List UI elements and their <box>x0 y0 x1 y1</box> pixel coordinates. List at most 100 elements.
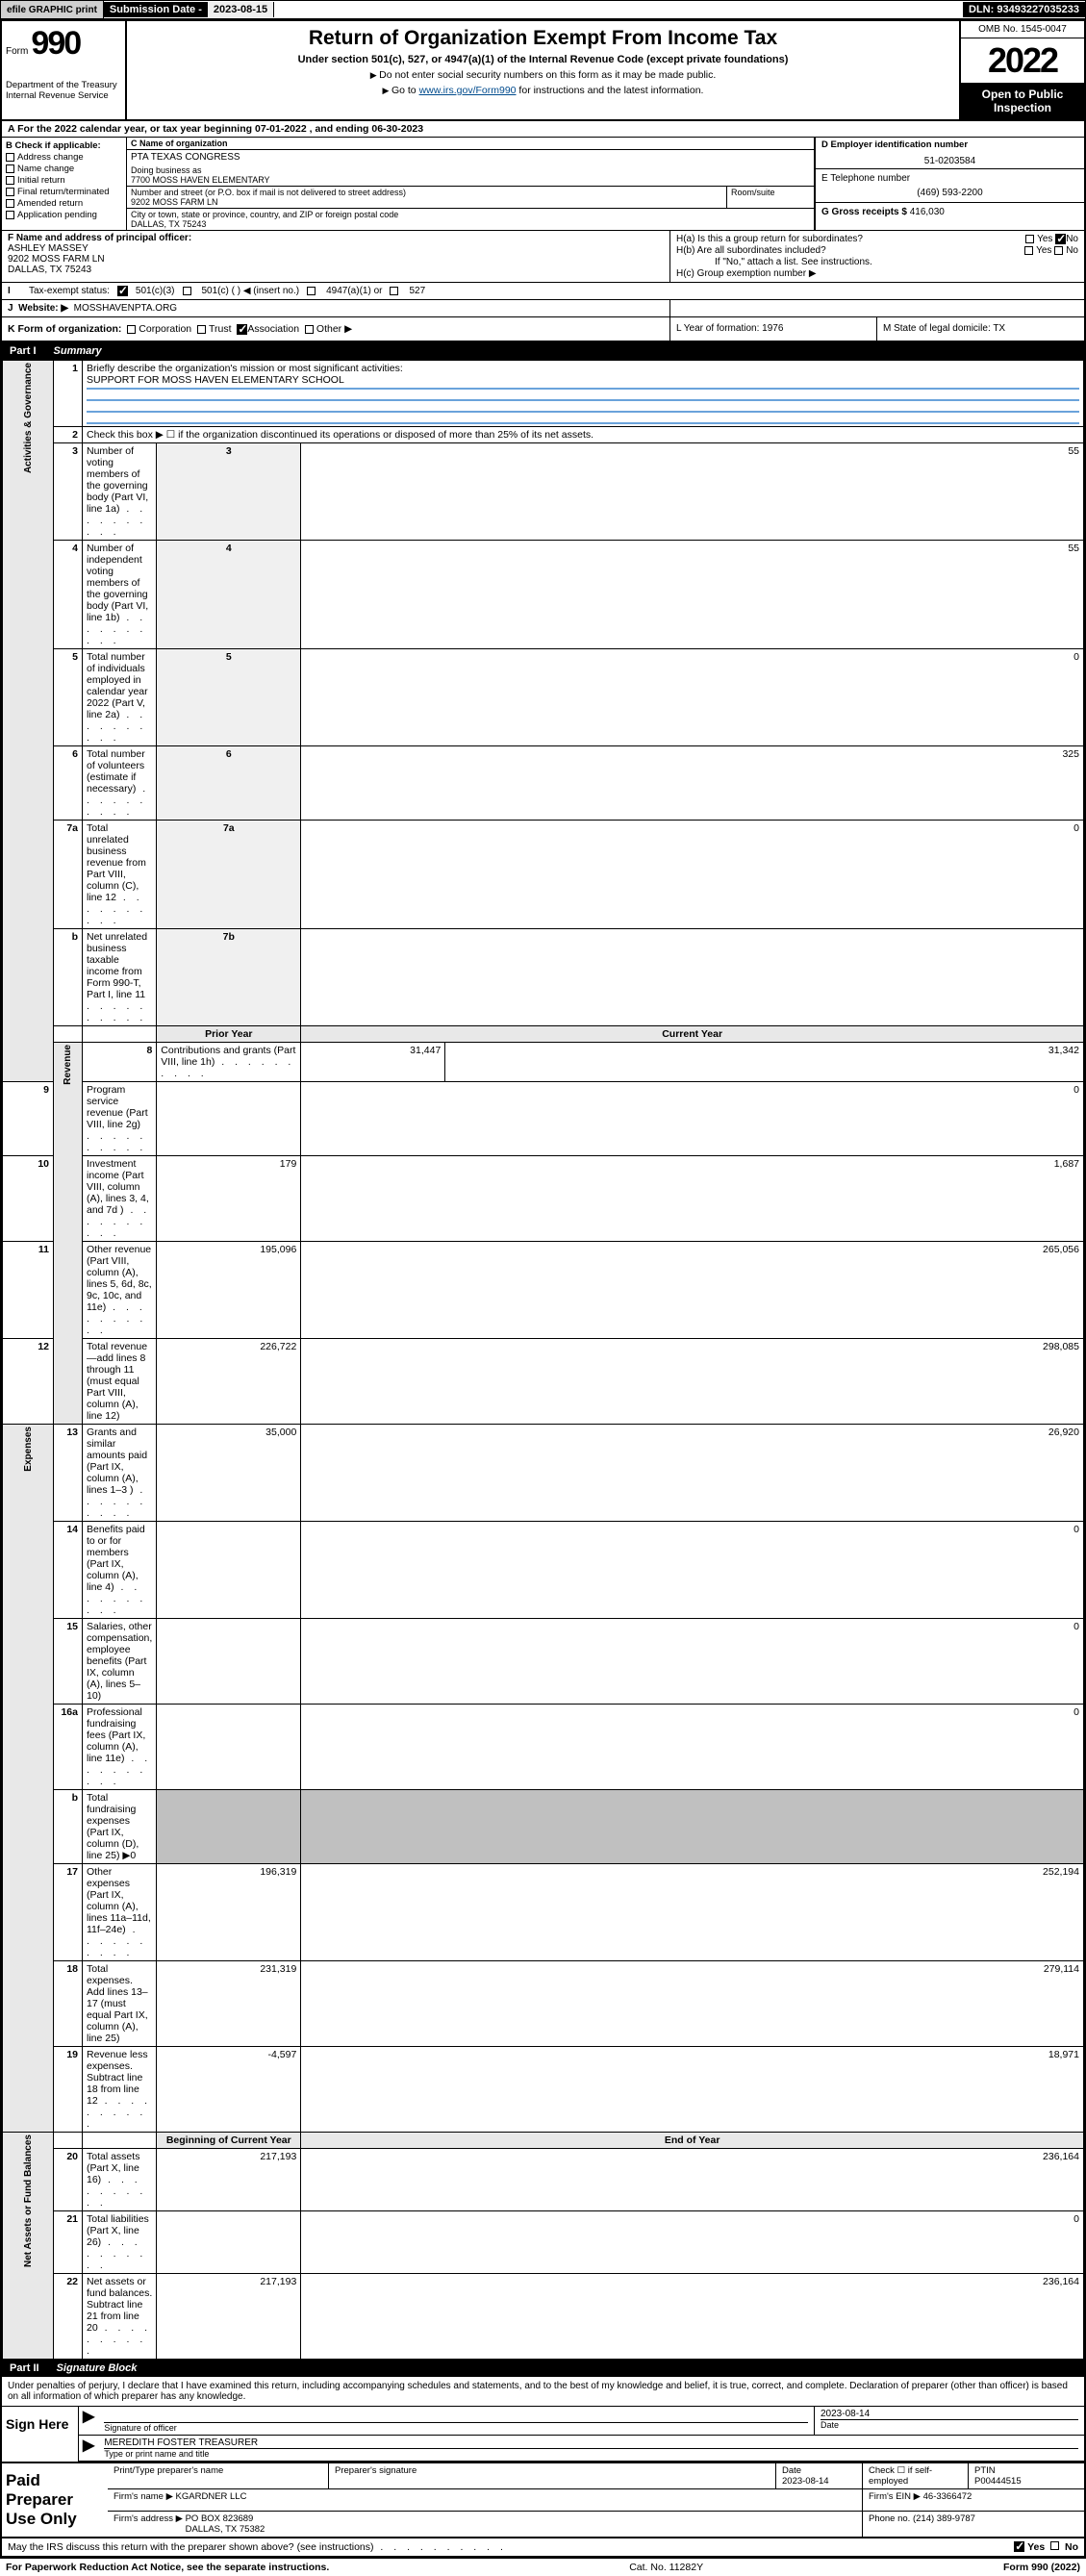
efile-graphic-print-button[interactable]: efile GRAPHIC print <box>1 1 104 18</box>
paperwork-notice: For Paperwork Reduction Act Notice, see … <box>6 2562 329 2573</box>
block-d-ein: D Employer identification number 51-0203… <box>816 138 1084 169</box>
org-name-label: C Name of organization <box>127 138 814 150</box>
ptin-value: P00444515 <box>974 2476 1022 2487</box>
row-i-tax-exempt: I Tax-exempt status: 501(c)(3) 501(c) ( … <box>2 283 1084 300</box>
sign-here-block: Sign Here ▶ Signature of officer 2023-08… <box>2 2407 1084 2463</box>
org-other[interactable] <box>305 325 314 334</box>
org-name: PTA TEXAS CONGRESS <box>127 150 814 164</box>
checkbox-name-change[interactable] <box>6 164 14 173</box>
part-i-header: Part I Summary <box>2 342 1084 360</box>
checkbox-address-change[interactable] <box>6 153 14 162</box>
firm-addr2: DALLAS, TX 75382 <box>186 2524 265 2535</box>
officer-signature-line[interactable] <box>104 2422 808 2423</box>
addr-label: Number and street (or P.O. box if mail i… <box>131 188 722 197</box>
city-value: DALLAS, TX 75243 <box>131 219 810 229</box>
page-footer: For Paperwork Reduction Act Notice, see … <box>0 2559 1086 2576</box>
irs-discuss-row: May the IRS discuss this return with the… <box>2 2538 1084 2557</box>
discuss-yes-checked[interactable] <box>1014 2541 1024 2552</box>
firm-ein: 46-3366472 <box>923 2491 972 2502</box>
dba-label: Doing business as <box>131 165 810 175</box>
org-corp[interactable] <box>127 325 136 334</box>
city-label: City or town, state or province, country… <box>131 210 810 219</box>
line4-val: 55 <box>301 540 1084 648</box>
summary-table: Activities & Governance 1 Briefly descri… <box>2 360 1084 2360</box>
firm-phone: (214) 389-9787 <box>913 2513 975 2524</box>
dba-value: 7700 MOSS HAVEN ELEMENTARY <box>131 175 810 185</box>
arrow-icon: ▶ <box>79 2436 98 2461</box>
line7b-val <box>301 928 1084 1025</box>
line6-val: 325 <box>301 745 1084 820</box>
side-governance: Activities & Governance <box>23 363 34 473</box>
submission-date-label: Submission Date - <box>104 2 208 17</box>
line8-curr: 31,342 <box>445 1042 1084 1081</box>
side-expenses: Expenses <box>23 1427 34 1472</box>
department: Department of the Treasury Internal Reve… <box>6 80 121 101</box>
form-title: Return of Organization Exempt From Incom… <box>137 27 949 50</box>
officer-city: DALLAS, TX 75243 <box>8 265 91 275</box>
topbar: efile GRAPHIC print Submission Date - 20… <box>0 0 1086 19</box>
sign-here-label: Sign Here <box>2 2407 79 2462</box>
line7a-val: 0 <box>301 820 1084 928</box>
part-ii-header: Part II Signature Block <box>2 2360 1084 2377</box>
line8-prior: 31,447 <box>301 1042 445 1081</box>
form-ref: Form 990 (2022) <box>1003 2562 1080 2573</box>
row-j-website: J Website: ▶ MOSSHAVENPTA.ORG <box>2 300 670 316</box>
year-formation: L Year of formation: 1976 <box>670 317 877 341</box>
firm-addr1: PO BOX 823689 <box>186 2513 254 2524</box>
hb-yes[interactable] <box>1024 246 1033 255</box>
checkbox-amended-return[interactable] <box>6 199 14 208</box>
preparer-sig-label: Preparer's signature <box>329 2463 776 2488</box>
4947a1[interactable] <box>307 287 316 295</box>
line3-val: 55 <box>301 442 1084 540</box>
form-number: 990 <box>31 25 80 62</box>
tax-year: 2022 <box>961 38 1084 84</box>
ein-value: 51-0203584 <box>821 156 1078 166</box>
org-assoc-checked[interactable] <box>237 324 247 335</box>
org-trust[interactable] <box>197 325 206 334</box>
cat-no: Cat. No. 11282Y <box>629 2562 703 2573</box>
discuss-no[interactable] <box>1050 2541 1059 2550</box>
checkbox-final-return[interactable] <box>6 188 14 196</box>
checkbox-initial-return[interactable] <box>6 176 14 185</box>
501c3-checked[interactable] <box>117 286 128 296</box>
irs-link[interactable]: www.irs.gov/Form990 <box>419 85 517 96</box>
ha-yes[interactable] <box>1025 235 1034 243</box>
block-g-gross-receipts: G Gross receipts $ 416,030 <box>816 203 1084 221</box>
officer-name: ASHLEY MASSEY <box>8 243 88 254</box>
phone-value: (469) 593-2200 <box>821 188 1078 198</box>
submission-date: 2023-08-15 <box>208 2 274 17</box>
block-f-officer: F Name and address of principal officer:… <box>2 231 670 282</box>
officer-addr: 9202 MOSS FARM LN <box>8 254 105 265</box>
gross-receipts-value: 416,030 <box>910 207 945 217</box>
block-h-group: H(a) Is this a group return for subordin… <box>670 231 1084 282</box>
addr-value: 9202 MOSS FARM LN <box>131 197 722 207</box>
prep-date: 2023-08-14 <box>782 2476 829 2487</box>
instructions-link-line: Go to www.irs.gov/Form990 for instructio… <box>137 85 949 96</box>
mission-text: SUPPORT FOR MOSS HAVEN ELEMENTARY SCHOOL <box>87 374 344 386</box>
block-b-checkboxes: B Check if applicable: Address change Na… <box>2 138 127 230</box>
state-domicile: M State of legal domicile: TX <box>877 317 1084 341</box>
preparer-name-label: Print/Type preparer's name <box>108 2463 329 2488</box>
officer-name-title: MEREDITH FOSTER TREASURER <box>104 2437 1078 2448</box>
hb-no[interactable] <box>1054 246 1063 255</box>
line16b-prior-shaded <box>157 1789 301 1863</box>
dln: DLN: 93493227035233 <box>963 2 1085 17</box>
ha-no-checked[interactable] <box>1055 234 1066 244</box>
arrow-icon: ▶ <box>79 2407 98 2435</box>
open-to-public: Open to Public Inspection <box>961 84 1084 119</box>
paid-preparer-block: Paid Preparer Use Only Print/Type prepar… <box>2 2463 1084 2538</box>
signature-declaration: Under penalties of perjury, I declare th… <box>2 2377 1084 2407</box>
firm-name: KGARDNER LLC <box>176 2491 247 2502</box>
form-word: Form <box>6 46 28 57</box>
room-suite-label: Room/suite <box>727 187 814 208</box>
row-k-form-org: K Form of organization: Corporation Trus… <box>2 317 670 341</box>
line-a-tax-period: A For the 2022 calendar year, or tax yea… <box>2 121 1084 138</box>
527[interactable] <box>390 287 398 295</box>
501c-other[interactable] <box>183 287 191 295</box>
line16b-curr-shaded <box>301 1789 1084 1863</box>
self-employed-check[interactable]: Check ☐ if self-employed <box>863 2463 969 2488</box>
checkbox-application-pending[interactable] <box>6 211 14 219</box>
line5-val: 0 <box>301 648 1084 745</box>
website-value: MOSSHAVENPTA.ORG <box>74 303 177 314</box>
privacy-note: Do not enter social security numbers on … <box>137 69 949 81</box>
